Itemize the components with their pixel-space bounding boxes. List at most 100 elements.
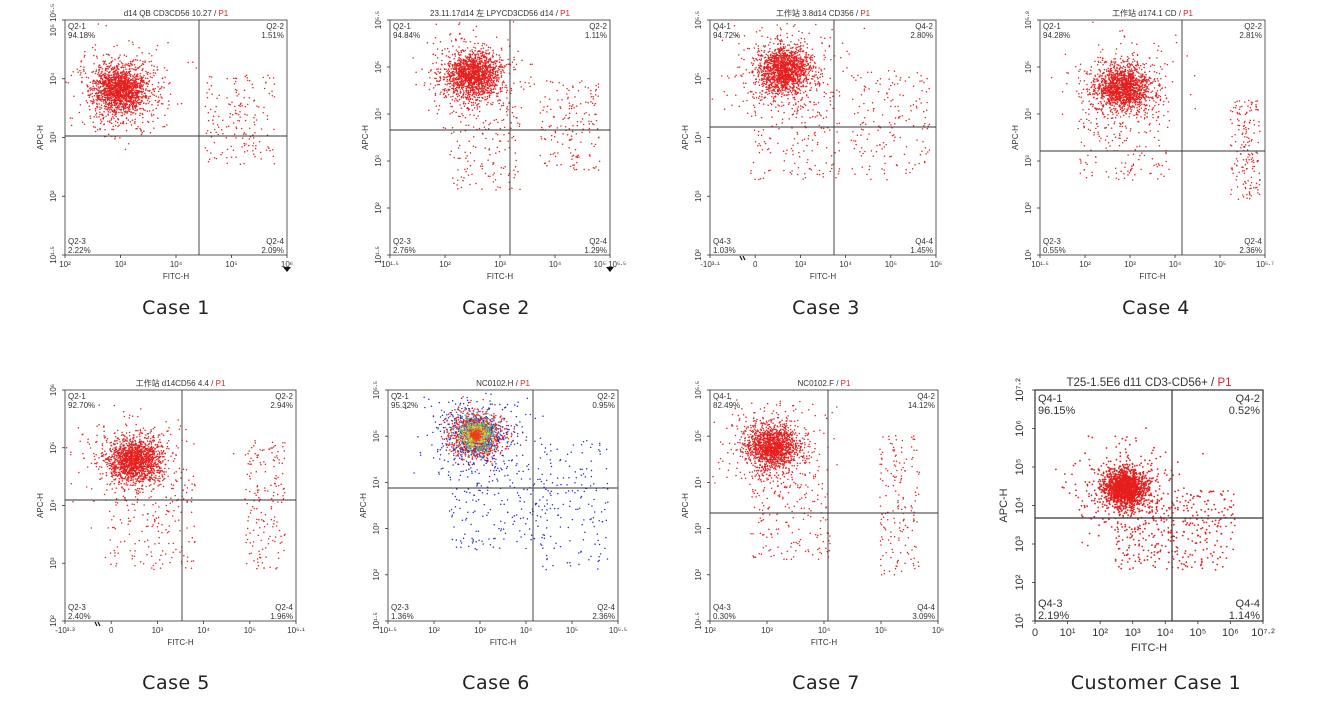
event-dot [90, 87, 92, 89]
plot-title: 23.11.17d14 左 LPYCD3CD56 d14 / P1 [430, 8, 570, 18]
event-dot [95, 112, 98, 115]
event-dot [439, 77, 442, 79]
axis-menu-icon[interactable] [283, 267, 291, 272]
event-dot [467, 92, 470, 94]
event-dot [136, 78, 139, 80]
event-dot [115, 95, 117, 97]
event-dot [94, 126, 96, 128]
event-dot [121, 82, 123, 85]
event-dot [518, 123, 521, 125]
event-dot [810, 86, 813, 89]
event-dot [113, 95, 116, 97]
event-dot [70, 74, 73, 77]
event-dot [140, 107, 142, 110]
event-dot [456, 184, 458, 186]
event-dot [471, 88, 474, 90]
event-dot [125, 117, 128, 119]
event-dot [268, 77, 271, 79]
event-dot [107, 72, 110, 74]
event-dot [486, 104, 488, 106]
x-tick-label: 10¹·⁵ [381, 260, 399, 269]
event-dot [466, 64, 468, 67]
event-dot [787, 97, 789, 100]
event-dot [809, 64, 812, 67]
event-dot [435, 73, 438, 75]
event-dot [462, 59, 465, 62]
event-dot [812, 75, 814, 77]
y-axis-label: APC-H [36, 125, 45, 150]
event-dot [139, 59, 141, 62]
event-dot [486, 95, 489, 98]
event-dot [141, 79, 143, 82]
event-dot [121, 71, 123, 74]
event-dot [805, 56, 808, 59]
event-dot [127, 77, 129, 79]
event-dot [89, 108, 91, 111]
event-dot [134, 77, 137, 80]
event-dot [491, 56, 494, 58]
event-dot [501, 84, 504, 86]
event-dot [450, 132, 453, 135]
event-dot [79, 69, 81, 72]
event-dot [764, 56, 767, 59]
event-dot [503, 67, 505, 69]
event-dot [480, 47, 482, 50]
event-dot [597, 83, 600, 85]
event-dot [451, 80, 454, 82]
plot-title: 工作站 3.8d14 CD356 / P1 [776, 8, 871, 18]
event-dot [71, 117, 73, 120]
event-dot [80, 65, 82, 68]
event-dot [441, 59, 443, 62]
event-dot [469, 183, 471, 186]
event-dot [803, 78, 805, 81]
event-dot [761, 71, 763, 73]
event-dot [443, 78, 445, 81]
event-dot [501, 65, 504, 68]
event-dot [514, 105, 516, 108]
event-dot [559, 105, 561, 108]
event-dot [259, 151, 262, 154]
event-dot [157, 117, 159, 120]
event-dot [106, 94, 109, 97]
event-dot [445, 68, 447, 70]
event-dot [110, 60, 113, 63]
axis-menu-icon[interactable] [606, 267, 614, 272]
event-dot [467, 124, 470, 126]
event-dot [466, 96, 469, 99]
event-dot [452, 84, 455, 86]
event-dot [777, 81, 780, 83]
event-dot [117, 86, 120, 88]
event-dot [240, 102, 242, 104]
event-dot [141, 131, 143, 134]
plot-frame [709, 19, 937, 256]
event-dot [568, 139, 571, 142]
event-dot [503, 71, 505, 74]
event-dot [449, 113, 451, 115]
event-dot [446, 78, 449, 81]
event-dot [144, 109, 146, 112]
event-dot [124, 64, 126, 66]
event-dot [166, 69, 168, 72]
event-dot [96, 55, 98, 57]
event-dot [84, 54, 86, 57]
event-dot [166, 124, 168, 126]
event-dot [134, 105, 136, 107]
event-dot [795, 103, 797, 106]
event-dot [132, 91, 135, 94]
event-dot [124, 99, 126, 102]
event-dot [776, 61, 779, 63]
event-dot [128, 39, 130, 42]
event-dot [575, 133, 578, 135]
event-dot [469, 152, 472, 154]
event-dot [442, 88, 444, 91]
event-dot [500, 64, 502, 66]
event-dot [456, 50, 459, 53]
event-dot [481, 85, 483, 88]
event-dot [489, 153, 491, 156]
event-dot [230, 145, 232, 148]
event-dot [779, 34, 782, 36]
event-dot [476, 63, 479, 65]
event-dot [572, 167, 575, 169]
event-dot [544, 96, 546, 98]
event-dot [243, 89, 246, 92]
